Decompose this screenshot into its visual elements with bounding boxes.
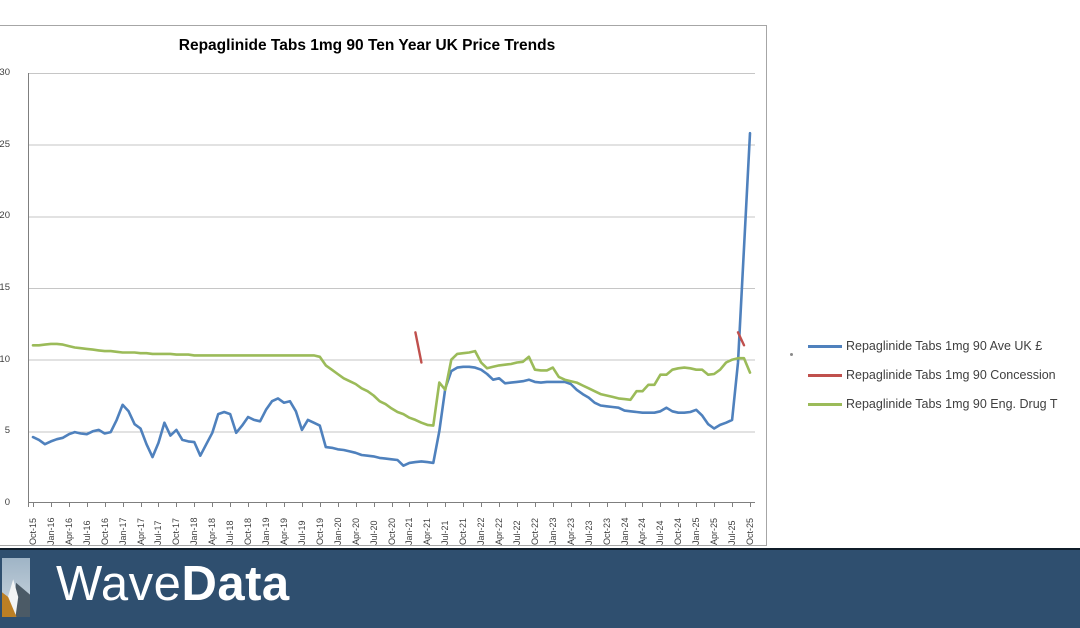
plot-area: [28, 73, 755, 507]
y-axis-label: 0: [4, 497, 10, 508]
x-axis-label: Apr-23: [565, 517, 576, 545]
x-axis-label: Apr-18: [207, 517, 218, 545]
x-axis-label: Jan-19: [261, 517, 272, 545]
x-axis-label: Jan-25: [691, 517, 702, 545]
x-axis-label: Jan-17: [117, 517, 128, 545]
x-axis-label: Oct-25: [745, 517, 755, 545]
series-segment-1: [736, 331, 746, 347]
x-axis-label: Apr-22: [494, 517, 505, 545]
y-axis-label: 25: [0, 138, 10, 150]
x-axis-label: Oct-22: [529, 517, 540, 545]
legend-item-ave-uk: Repaglinide Tabs 1mg 90 Ave UK £: [808, 338, 1042, 354]
y-axis-label: 20: [0, 210, 10, 222]
x-axis-label: Apr-21: [422, 517, 433, 545]
legend-item-concession: Repaglinide Tabs 1mg 90 Concession: [808, 367, 1056, 383]
x-axis-label: Oct-23: [601, 517, 612, 545]
legend-label: Repaglinide Tabs 1mg 90 Concession: [846, 368, 1056, 382]
x-axis-label: Jul-22: [511, 520, 522, 545]
legend-label: Repaglinide Tabs 1mg 90 Eng. Drug T: [846, 397, 1058, 411]
x-axis-label: Jan-20: [332, 517, 343, 545]
x-axis-label: Jul-25: [727, 520, 738, 545]
x-axis-label: Oct-21: [458, 517, 469, 545]
x-axis-label: Oct-19: [314, 517, 325, 545]
brand-data: Data: [181, 557, 290, 611]
legend-item-drug-tariff: Repaglinide Tabs 1mg 90 Eng. Drug T: [808, 396, 1057, 412]
x-axis-label: Jan-18: [189, 517, 200, 545]
legend-label: Repaglinide Tabs 1mg 90 Ave UK £: [846, 339, 1043, 353]
x-axis-label: Apr-24: [637, 517, 648, 545]
x-axis-label: Apr-25: [709, 517, 720, 545]
legend-line-swatch-blue: [808, 344, 842, 348]
x-axis-label: Oct-20: [386, 517, 397, 545]
x-axis-label: Jan-22: [476, 517, 487, 545]
series-segment-1: [414, 331, 423, 364]
x-axis-label: Oct-24: [673, 517, 684, 545]
y-axis-label: 15: [0, 282, 10, 293]
x-axis-label: Jul-23: [583, 520, 594, 545]
x-axis-label: Jul-20: [368, 520, 379, 545]
series-line-2: [31, 342, 752, 427]
brand-wordmark: WaveData: [56, 556, 290, 612]
legend-bullet-dot: [790, 353, 793, 356]
x-axis-label: Jan-21: [404, 517, 415, 545]
x-axis-label: Apr-19: [278, 517, 289, 545]
series-line-0: [31, 131, 752, 468]
x-axis-label: Oct-15: [28, 517, 38, 545]
x-axis-label: Apr-16: [63, 517, 74, 545]
x-axis-label: Oct-17: [171, 517, 182, 545]
x-axis-label: Jul-17: [153, 520, 164, 545]
x-axis-label: Jul-24: [655, 520, 666, 545]
x-axis-label: Jan-24: [619, 517, 630, 545]
y-axis-label: 5: [4, 425, 10, 437]
x-axis-label: Jul-16: [81, 520, 92, 545]
x-axis-label: Jul-18: [225, 520, 236, 545]
x-axis-label: Jul-21: [440, 520, 451, 545]
footer-brand-bar: WaveData: [0, 548, 1080, 628]
x-axis-label: Jan-23: [547, 517, 558, 545]
chart-title: Repaglinide Tabs 1mg 90 Ten Year UK Pric…: [178, 37, 556, 54]
y-axis-label: 10: [0, 353, 10, 365]
x-axis-label: Apr-20: [350, 517, 361, 545]
y-axis-label: 30: [0, 67, 10, 78]
legend-line-swatch-red: [808, 373, 842, 377]
wavedata-logo: [2, 558, 30, 617]
x-axis-label: Jul-19: [296, 520, 307, 545]
x-axis-label: Oct-18: [243, 517, 254, 545]
legend-line-swatch-green: [808, 402, 842, 406]
x-axis-label: Apr-17: [135, 517, 146, 545]
x-axis-label: Oct-16: [99, 517, 110, 545]
x-axis-label: Jan-16: [45, 517, 56, 545]
logo-mountain-shadow: [13, 582, 30, 617]
brand-wave: Wave: [56, 557, 182, 611]
